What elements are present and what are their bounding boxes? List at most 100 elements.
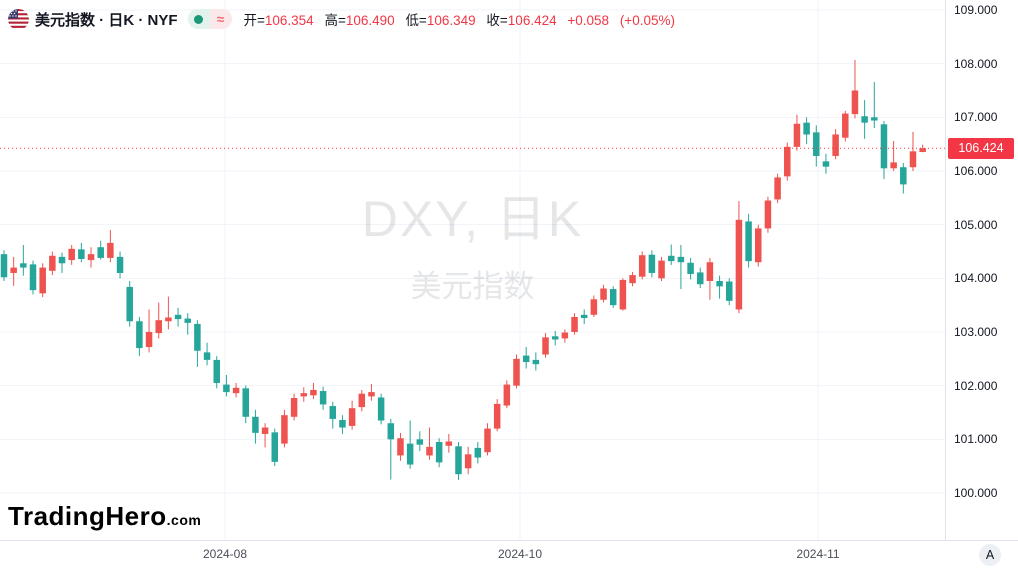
candle: [890, 140, 897, 171]
candle: [310, 382, 317, 400]
candle: [503, 380, 511, 409]
candlestick-chart[interactable]: [0, 0, 945, 540]
candle: [242, 385, 249, 424]
candle: [406, 420, 414, 469]
candle: [145, 309, 153, 353]
price-tick-label: 100.000: [954, 485, 998, 500]
price-tick-label: 103.000: [954, 324, 998, 339]
candle: [629, 271, 636, 287]
price-tick-label: 105.000: [954, 217, 998, 232]
market-status-dot-chip[interactable]: [187, 9, 210, 29]
candle: [165, 296, 172, 330]
candle: [667, 244, 675, 265]
candle: [300, 387, 308, 402]
candle: [638, 251, 646, 280]
market-status-badge[interactable]: ≈: [187, 9, 232, 29]
candle: [213, 356, 220, 389]
candle: [813, 125, 820, 167]
candle: [551, 330, 559, 346]
candle: [774, 173, 781, 204]
candle: [20, 245, 27, 276]
price-tick-label: 106.000: [954, 163, 998, 178]
us-flag-icon: [8, 8, 29, 30]
low-label: 低=: [405, 13, 427, 28]
candle: [648, 250, 656, 278]
candle: [155, 302, 162, 339]
candle: [49, 251, 56, 276]
candle: [397, 432, 404, 461]
candle: [10, 256, 17, 286]
symbol-title[interactable]: 美元指数 · 日K · NYF: [35, 11, 178, 29]
candle: [484, 423, 491, 456]
candle: [339, 415, 346, 434]
candle: [687, 257, 694, 280]
candle: [580, 309, 588, 324]
high-value: 106.490: [345, 13, 395, 28]
candle: [116, 251, 124, 279]
candle: [561, 329, 569, 343]
candle: [677, 245, 685, 290]
candle: [696, 267, 704, 288]
candle: [174, 307, 182, 327]
candle: [203, 342, 211, 366]
candle: [851, 59, 859, 119]
candle: [880, 121, 888, 180]
candle: [716, 275, 723, 299]
time-tick-label: 2024-08: [202, 547, 248, 561]
candle: [522, 347, 530, 369]
candle: [571, 313, 578, 335]
candle: [0, 250, 8, 282]
candle: [513, 354, 520, 389]
candle: [87, 247, 95, 268]
approx-data-icon[interactable]: ≈: [209, 9, 232, 29]
price-tick-label: 108.000: [954, 56, 998, 71]
high-label: 高=: [324, 13, 346, 28]
candle: [600, 284, 607, 303]
candle: [822, 153, 830, 174]
candle: [745, 213, 752, 268]
candle: [464, 446, 472, 475]
candle: [358, 389, 366, 412]
open-label: 开=: [243, 13, 265, 28]
candle: [842, 110, 849, 142]
candle: [793, 114, 801, 151]
open-value: 106.354: [264, 13, 314, 28]
gridlines: [0, 0, 945, 540]
candle: [126, 281, 133, 327]
time-tick-label: 2024-10: [497, 547, 543, 561]
candle: [706, 257, 714, 300]
candle: [184, 313, 191, 335]
time-axis[interactable]: A 2024-08 2024-10 2024-11: [0, 540, 1018, 568]
price-tick-label: 102.000: [954, 378, 998, 393]
candle: [281, 409, 288, 448]
candle: [474, 442, 482, 464]
candle: [619, 278, 627, 311]
low-value: 106.349: [426, 13, 476, 28]
candle: [39, 263, 46, 298]
candle: [78, 242, 85, 263]
candle: [435, 438, 443, 468]
candle: [909, 131, 917, 171]
price-tick-label: 107.000: [954, 110, 998, 125]
a-button[interactable]: A: [979, 544, 1001, 566]
candle: [107, 230, 114, 263]
logo-text: TradingHero: [8, 501, 167, 531]
price-axis[interactable]: 106.424 109.000 108.000 107.000 106.000 105.…: [945, 0, 1018, 540]
current-price-tag: 106.424: [948, 137, 1014, 159]
candle: [290, 393, 298, 421]
candle: [735, 201, 743, 314]
close-label: 收=: [486, 13, 508, 28]
candle: [726, 278, 733, 306]
candle: [29, 260, 37, 295]
candle: [329, 401, 337, 429]
candle: [919, 144, 926, 153]
candle: [764, 196, 772, 233]
candle: [416, 431, 424, 452]
candle: [455, 442, 462, 481]
candle: [532, 352, 540, 371]
candle: [97, 240, 104, 260]
candle: [658, 256, 665, 282]
chart-plot-area[interactable]: DXY, 日K 美元指数: [0, 0, 945, 540]
candle: [871, 81, 878, 129]
candle: [194, 320, 201, 367]
